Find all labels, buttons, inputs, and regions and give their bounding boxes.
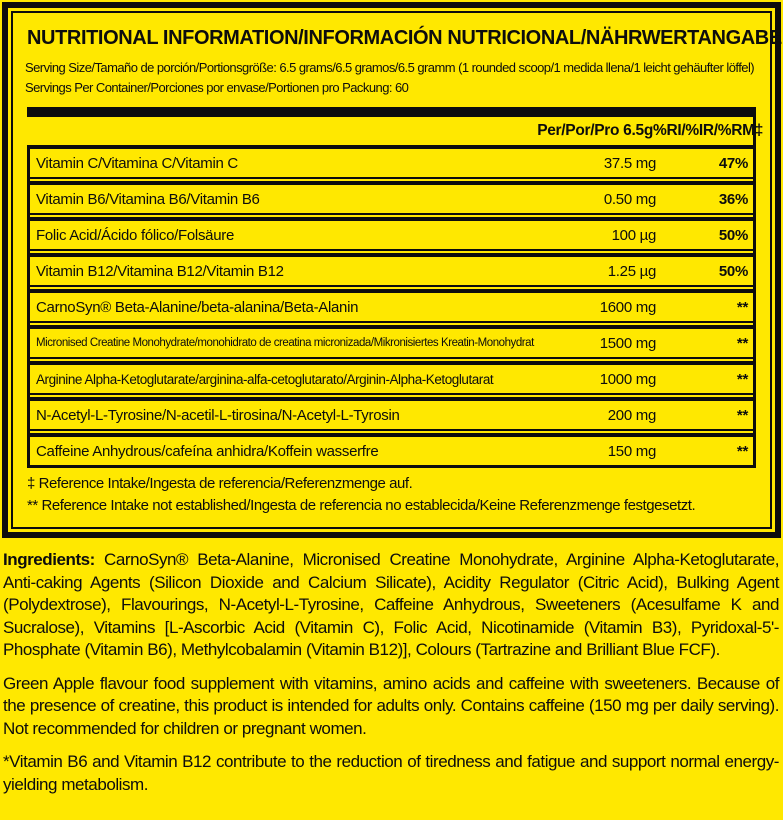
row-separator [30,249,753,257]
nutrition-panel-inner: NUTRITIONAL INFORMATION/INFORMACIÓN NUTR… [11,11,783,529]
footnote-not-established: ** Reference Intake not established/Inge… [27,497,696,514]
divider-bar [27,107,756,117]
nutrient-amount: 100 µg [611,226,657,244]
nutrient-table: Vitamin C/Vitamina C/Vitamin C 37.5 mg 4… [27,145,756,468]
ri-column-header: %RI/%IR/%RM‡ [653,122,764,139]
ingredients-text: CarnoSyn® Beta-Alanine, Micronised Creat… [3,550,779,659]
nutrient-name: Micronised Creatine Monohydrate/monohidr… [36,337,534,349]
table-row-vitamin-b12: Vitamin B12/Vitamina B12/Vitamin B12 1.2… [30,257,753,285]
nutrient-amount: 0.50 mg [603,190,656,208]
table-row-vitamin-c: Vitamin C/Vitamina C/Vitamin C 37.5 mg 4… [30,149,753,177]
nutrient-ri: ** [736,298,748,316]
nutrient-name: Vitamin C/Vitamina C/Vitamin C [36,154,238,172]
nutrient-amount: 1.25 µg [607,262,657,280]
nutrient-ri: 50% [718,226,748,244]
nutrient-ri: 36% [718,190,748,208]
row-separator [30,393,753,401]
servings-per-container-line: Servings Per Container/Porciones por env… [25,80,409,95]
row-separator [30,285,753,293]
panel-title: NUTRITIONAL INFORMATION/INFORMACIÓN NUTR… [27,27,783,49]
nutrient-name: Folic Acid/Ácido fólico/Folsäure [36,226,234,244]
nutrient-ri: ** [736,406,748,424]
ingredients-paragraph: Ingredients: CarnoSyn® Beta-Alanine, Mic… [3,549,779,662]
table-row-arginine: Arginine Alpha-Ketoglutarate/arginina-al… [30,365,753,393]
row-separator [30,321,753,329]
nutrient-name: Vitamin B12/Vitamina B12/Vitamin B12 [36,262,284,280]
nutrient-amount: 150 mg [607,442,657,460]
table-row-folic-acid: Folic Acid/Ácido fólico/Folsäure 100 µg … [30,221,753,249]
table-row-tyrosine: N-Acetyl-L-Tyrosine/N-acetil-L-tirosina/… [30,401,753,429]
table-row-beta-alanine: CarnoSyn® Beta-Alanine/beta-alanina/Beta… [30,293,753,321]
nutrient-ri: ** [736,442,748,460]
footnotes: ‡ Reference Intake/Ingesta de referencia… [19,468,764,519]
footnote-reference-intake: ‡ Reference Intake/Ingesta de referencia… [27,475,413,492]
table-column-header: Per/Por/Pro 6.5g %RI/%IR/%RM‡ [27,117,764,145]
amount-column-header: Per/Por/Pro 6.5g [537,122,653,139]
serving-size-line: Serving Size/Tamaño de porción/Portionsg… [25,60,755,75]
label-body-copy: Ingredients: CarnoSyn® Beta-Alanine, Mic… [0,549,783,796]
nutrient-name: Arginine Alpha-Ketoglutarate/arginina-al… [36,371,494,387]
nutrient-amount: 1600 mg [599,298,657,316]
ingredients-label: Ingredients: [3,550,95,569]
nutrient-amount: 1500 mg [599,334,657,352]
row-separator [30,177,753,185]
row-separator [30,357,753,365]
nutrient-amount: 37.5 mg [603,154,656,172]
row-separator [30,213,753,221]
nutrient-ri: 47% [718,154,748,172]
nutrient-ri: ** [736,334,748,352]
nutrient-name: CarnoSyn® Beta-Alanine/beta-alanina/Beta… [36,298,359,316]
nutrient-name: Vitamin B6/Vitamina B6/Vitamin B6 [36,190,260,208]
nutrient-amount: 200 mg [607,406,657,424]
flavour-advisory-paragraph: Green Apple flavour food supplement with… [3,673,779,738]
nutrition-panel: NUTRITIONAL INFORMATION/INFORMACIÓN NUTR… [2,2,783,538]
nutrient-ri: 50% [718,262,748,280]
table-row-caffeine: Caffeine Anhydrous/cafeína anhidra/Koffe… [30,437,753,465]
nutrient-ri: ** [736,370,748,388]
nutrient-name: N-Acetyl-L-Tyrosine/N-acetil-L-tirosina/… [36,406,400,424]
nutrient-amount: 1000 mg [599,370,657,388]
nutrient-name: Caffeine Anhydrous/cafeína anhidra/Koffe… [36,442,379,460]
table-row-creatine: Micronised Creatine Monohydrate/monohidr… [30,329,753,357]
table-row-vitamin-b6: Vitamin B6/Vitamina B6/Vitamin B6 0.50 m… [30,185,753,213]
row-separator [30,429,753,437]
vitamin-claim-paragraph: *Vitamin B6 and Vitamin B12 contribute t… [3,752,779,794]
